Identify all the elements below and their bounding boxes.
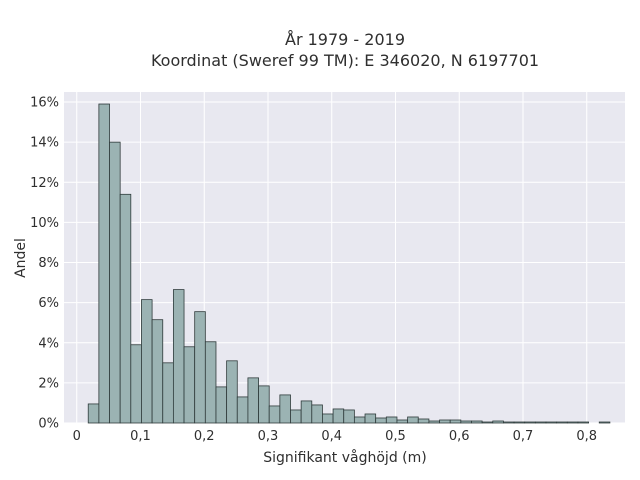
- bar-36: [471, 420, 483, 424]
- bar-3: [119, 193, 132, 424]
- bar-10: [194, 311, 206, 424]
- bar-29: [396, 419, 409, 424]
- x-tick-label-4: 0,4: [321, 429, 342, 444]
- bar-44: [556, 421, 568, 424]
- bar-4: [130, 344, 142, 424]
- bar-23: [332, 408, 345, 424]
- bar-20: [300, 400, 313, 424]
- y-tick-label-5: 10%: [30, 216, 59, 231]
- x-axis-label: Signifikant våghöjd (m): [263, 449, 426, 466]
- y-tick-label-0: 0%: [38, 417, 59, 432]
- bar-37: [481, 421, 494, 424]
- bar-8: [172, 289, 185, 424]
- y-axis-ticks: 0% 2% 4% 6% 8% 10% 12% 14% 16%: [30, 96, 59, 432]
- x-tick-label-5: 0,5: [385, 429, 406, 444]
- y-tick-label-7: 14%: [30, 136, 59, 151]
- x-tick-label-2: 0,2: [194, 429, 215, 444]
- bar-16: [258, 385, 270, 424]
- bar-42: [534, 421, 547, 424]
- y-tick-label-1: 2%: [38, 376, 59, 391]
- chart-title-line-1: År 1979 - 2019: [285, 30, 405, 49]
- y-tick-label-2: 4%: [38, 336, 59, 351]
- bars: [87, 103, 611, 424]
- bar-7: [162, 362, 174, 424]
- bar-21: [311, 404, 323, 424]
- bar-17: [268, 405, 281, 424]
- bar-2: [109, 141, 121, 424]
- bar-31: [417, 418, 430, 424]
- bar-41: [524, 421, 536, 424]
- bar-45: [566, 421, 579, 424]
- bar-30: [407, 416, 419, 424]
- x-tick-label-8: 0,8: [576, 429, 597, 444]
- x-tick-label-7: 0,7: [513, 429, 534, 444]
- y-axis-label: Andel: [13, 238, 29, 278]
- bar-5: [141, 299, 153, 424]
- bar-40: [513, 421, 526, 424]
- bar-13: [226, 360, 238, 424]
- bar-34: [449, 419, 462, 424]
- bar-32: [428, 420, 440, 424]
- bar-14: [236, 396, 249, 424]
- x-tick-label-0: 0: [73, 429, 81, 444]
- y-tick-label-4: 8%: [38, 256, 59, 271]
- bar-12: [215, 386, 228, 424]
- x-tick-label-6: 0,6: [449, 429, 470, 444]
- bar-46: [577, 421, 589, 424]
- bar-11: [204, 341, 217, 424]
- bar-48: [598, 421, 611, 424]
- bar-25: [353, 416, 366, 424]
- bar-33: [439, 419, 451, 424]
- bar-1: [98, 103, 110, 424]
- bar-18: [279, 394, 291, 424]
- bar-27: [375, 417, 387, 424]
- y-tick-label-8: 16%: [30, 96, 59, 111]
- bar-38: [492, 420, 504, 424]
- x-tick-label-1: 0,1: [130, 429, 151, 444]
- y-tick-label-3: 6%: [38, 296, 59, 311]
- bar-43: [545, 421, 558, 424]
- y-tick-label-6: 12%: [30, 176, 59, 191]
- bar-9: [183, 346, 196, 424]
- bar-28: [385, 416, 398, 424]
- bar-26: [364, 413, 377, 424]
- bar-24: [343, 409, 355, 424]
- x-tick-label-3: 0,3: [258, 429, 279, 444]
- bar-19: [290, 409, 302, 424]
- chart-title-line-2: Koordinat (Sweref 99 TM): E 346020, N 61…: [151, 51, 539, 70]
- bar-15: [247, 377, 259, 424]
- bar-6: [151, 319, 164, 424]
- bar-35: [460, 420, 472, 424]
- bar-39: [503, 421, 515, 424]
- bar-0: [87, 403, 100, 424]
- bar-22: [322, 413, 334, 424]
- x-axis-ticks: 0 0,1 0,2 0,3 0,4 0,5 0,6 0,7 0,8: [73, 429, 597, 444]
